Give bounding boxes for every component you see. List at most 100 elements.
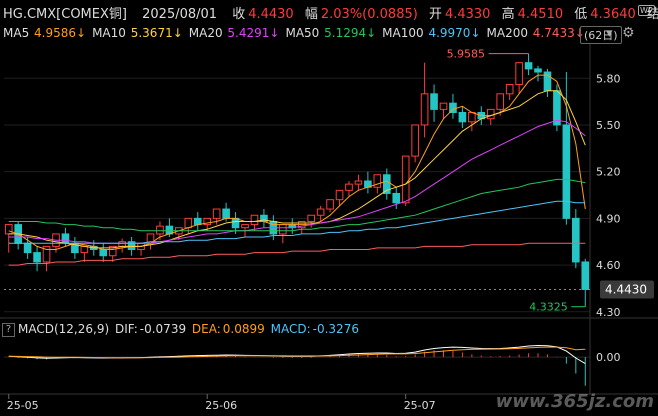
candle-body — [420, 93, 429, 126]
candle-body — [468, 112, 476, 123]
candle-body — [127, 241, 136, 251]
ma-value-ma100: 4.9970↓ — [428, 26, 481, 40]
period-days-label: (62日) — [584, 29, 618, 42]
candle-body — [241, 224, 249, 229]
ma-value-ma10: 5.3671↓ — [130, 26, 183, 40]
y-tick-label: 4.90 — [596, 212, 621, 225]
symbol-name[interactable]: HG.CMX[COMEX铜] — [3, 7, 127, 22]
ma-label-ma5: MA5 — [3, 26, 34, 40]
chevron-down-icon[interactable]: ▾ — [606, 26, 613, 41]
ma-label-ma50: MA50 — [285, 26, 324, 40]
dea-value: 0.0899 — [222, 322, 265, 336]
candle-body — [42, 245, 51, 263]
candle-body — [411, 124, 419, 157]
candle-body — [430, 93, 438, 110]
ma-line-ma10 — [8, 90, 586, 249]
candle-body — [231, 217, 240, 229]
candle-body — [203, 217, 212, 226]
ma-line-ma100 — [8, 200, 586, 244]
close-label: 收 — [232, 7, 246, 22]
candle-body — [4, 224, 13, 235]
ma-line-ma200 — [8, 242, 586, 266]
candle-body — [505, 83, 514, 95]
macd-value: -0.3276 — [312, 322, 359, 336]
period-days-button[interactable]: (62日) — [580, 26, 622, 44]
candle-body — [439, 102, 448, 110]
candle-body — [61, 233, 70, 244]
ma-line-ma50 — [8, 178, 586, 232]
last-price-box — [600, 280, 654, 299]
low-annotation: 4.3325 — [529, 301, 568, 314]
high-value: 4.4510 — [517, 7, 564, 22]
x-tick-label: 25-06 — [205, 399, 237, 412]
candle-body — [401, 155, 410, 204]
candle-body — [335, 189, 344, 201]
candle-body — [279, 224, 287, 235]
ma-label-ma10: MA10 — [92, 26, 130, 40]
question-icon[interactable]: ? — [2, 323, 15, 337]
settle-label: 结 — [646, 7, 658, 22]
open-value: 4.4330 — [444, 7, 491, 22]
last-price-label: 4.4430 — [605, 283, 647, 297]
candle-body — [316, 208, 325, 216]
ma-legend: MA5 4.9586↓ MA10 5.3671↓ MA20 5.4291↓ MA50 … — [3, 26, 591, 40]
dea-label: DEA: — [191, 322, 221, 336]
ma-value-ma200: 4.7433↓ — [532, 26, 585, 40]
y-tick-label: 5.80 — [596, 72, 621, 85]
candle-body — [515, 62, 523, 85]
low-label: 低 — [574, 7, 588, 22]
candle-body — [486, 108, 495, 120]
candle-body — [458, 112, 467, 123]
quote-header: HG.CMX[COMEX铜] 2025/08/01 收 4.4430 幅 2.03%… — [3, 3, 658, 22]
candle-body — [118, 241, 126, 247]
x-tick-label: 25-07 — [404, 399, 436, 412]
candle-body — [382, 174, 391, 194]
watermark: www.365jz.com — [495, 391, 654, 412]
dif-value: -0.0739 — [139, 322, 187, 336]
ma-label-ma100: MA100 — [382, 26, 428, 40]
low-value: 4.3640 — [590, 7, 636, 22]
candle-body — [184, 217, 193, 229]
dif-label: DIF: — [114, 322, 138, 336]
macd-header-label: MACD(12,26,9) — [18, 322, 110, 336]
candle-body — [562, 124, 571, 219]
y-tick-label: 4.60 — [596, 259, 621, 272]
change-label: 幅 — [304, 7, 318, 22]
macd-y-tick: 0.00 — [596, 351, 621, 364]
candle-body — [581, 261, 590, 291]
candle-body — [156, 225, 164, 235]
ma-value-ma5: 4.9586↓ — [34, 26, 87, 40]
quote-date: 2025/08/01 — [142, 7, 218, 22]
high-label: 高 — [501, 7, 515, 22]
dif-line — [8, 344, 586, 365]
wp-icon[interactable]: WP — [638, 5, 655, 16]
candle-body — [373, 174, 382, 188]
y-tick-label: 4.30 — [596, 306, 621, 319]
change-value: 2.03%(0.0885) — [320, 7, 418, 22]
candle-body — [496, 93, 505, 110]
y-tick-label: 5.50 — [596, 119, 621, 132]
high-annotation: 5.9585 — [447, 48, 486, 61]
ma-label-ma20: MA20 — [188, 26, 227, 40]
candle-body — [354, 180, 363, 185]
y-tick-label: 5.20 — [596, 166, 621, 179]
candle-body — [345, 183, 353, 191]
ma-label-ma200: MA200 — [486, 26, 532, 40]
candle-body — [572, 217, 580, 263]
candle-body — [534, 68, 542, 73]
candle-body — [33, 252, 41, 263]
x-tick-label: 25-05 — [7, 399, 39, 412]
close-value: 4.4430 — [248, 7, 294, 22]
candle-body — [108, 245, 117, 257]
candle-body — [524, 62, 533, 70]
candle-body — [99, 249, 108, 257]
candle-body — [80, 245, 89, 254]
macd-label: MACD: — [270, 322, 311, 336]
ma-value-ma50: 5.1294↓ — [324, 26, 377, 40]
ma-value-ma20: 5.4291↓ — [227, 26, 280, 40]
candle-body — [193, 217, 202, 226]
gear-icon[interactable]: ⚙ — [622, 25, 635, 41]
candle-body — [23, 242, 32, 254]
open-label: 开 — [428, 7, 442, 22]
